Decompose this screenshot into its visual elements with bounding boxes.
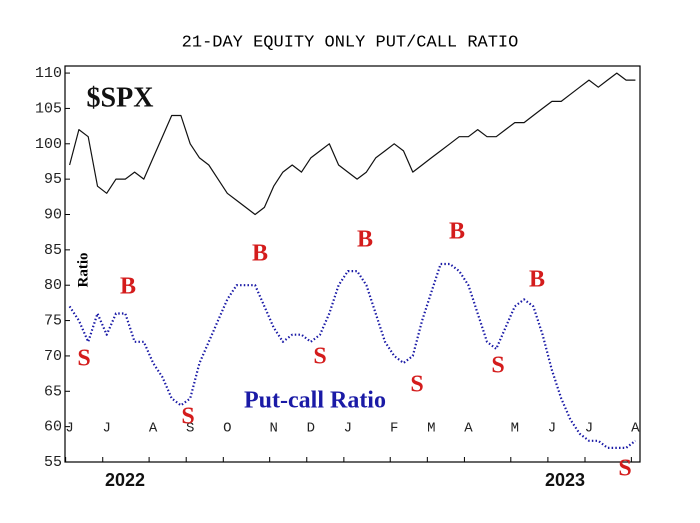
signal-label: S (313, 344, 326, 370)
x-tick-label: J (65, 421, 73, 437)
y-tick-label: 90 (44, 206, 62, 223)
y-tick-label: 85 (44, 242, 62, 259)
x-tick-label: O (223, 421, 231, 437)
x-tick-label: J (548, 421, 556, 437)
x-tick-label: S (186, 421, 194, 437)
plot-frame (64, 65, 641, 463)
signal-label: S (77, 346, 90, 372)
y-tick-label: 60 (44, 419, 62, 436)
series-line (69, 72, 636, 216)
y-tick-label: 100 (35, 136, 62, 153)
y-tick-label: 110 (35, 65, 62, 82)
signal-label: B (252, 241, 268, 267)
signal-label: S (618, 456, 631, 482)
x-tick-label: A (149, 421, 158, 437)
x-tick-label: M (511, 421, 519, 437)
signal-label: S (181, 404, 194, 430)
x-tick-label: J (103, 421, 111, 437)
y-tick-label: 55 (44, 454, 62, 471)
chart-title: 21-DAY EQUITY ONLY PUT/CALL RATIO (182, 33, 519, 52)
signal-label: B (529, 267, 545, 293)
y-axis-label: Ratio (75, 253, 91, 288)
series-line (68, 262, 637, 449)
signal-label: B (449, 219, 465, 245)
x-tick-label: A (631, 421, 640, 437)
signal-label: B (120, 274, 136, 300)
year-label: 2022 (105, 470, 145, 490)
x-tick-label: A (464, 421, 473, 437)
x-tick-label: J (585, 421, 593, 437)
x-tick-label: J (344, 421, 352, 437)
x-tick-label: N (269, 421, 277, 437)
x-tick-label: D (307, 421, 315, 437)
y-tick-label: 80 (44, 277, 62, 294)
y-tick-label: 65 (44, 383, 62, 400)
signal-label: S (491, 353, 504, 379)
x-tick-label: F (390, 421, 398, 437)
year-label: 2023 (545, 470, 585, 490)
x-tick-label: M (427, 421, 435, 437)
series-label: $SPX (87, 82, 154, 113)
signal-label: S (410, 372, 423, 398)
y-tick-label: 105 (35, 100, 62, 117)
series-label: Put-call Ratio (244, 388, 386, 414)
y-tick-label: 75 (44, 313, 62, 330)
y-tick-label: 95 (44, 171, 62, 188)
signal-label: B (357, 227, 373, 253)
y-tick-label: 70 (44, 348, 62, 365)
